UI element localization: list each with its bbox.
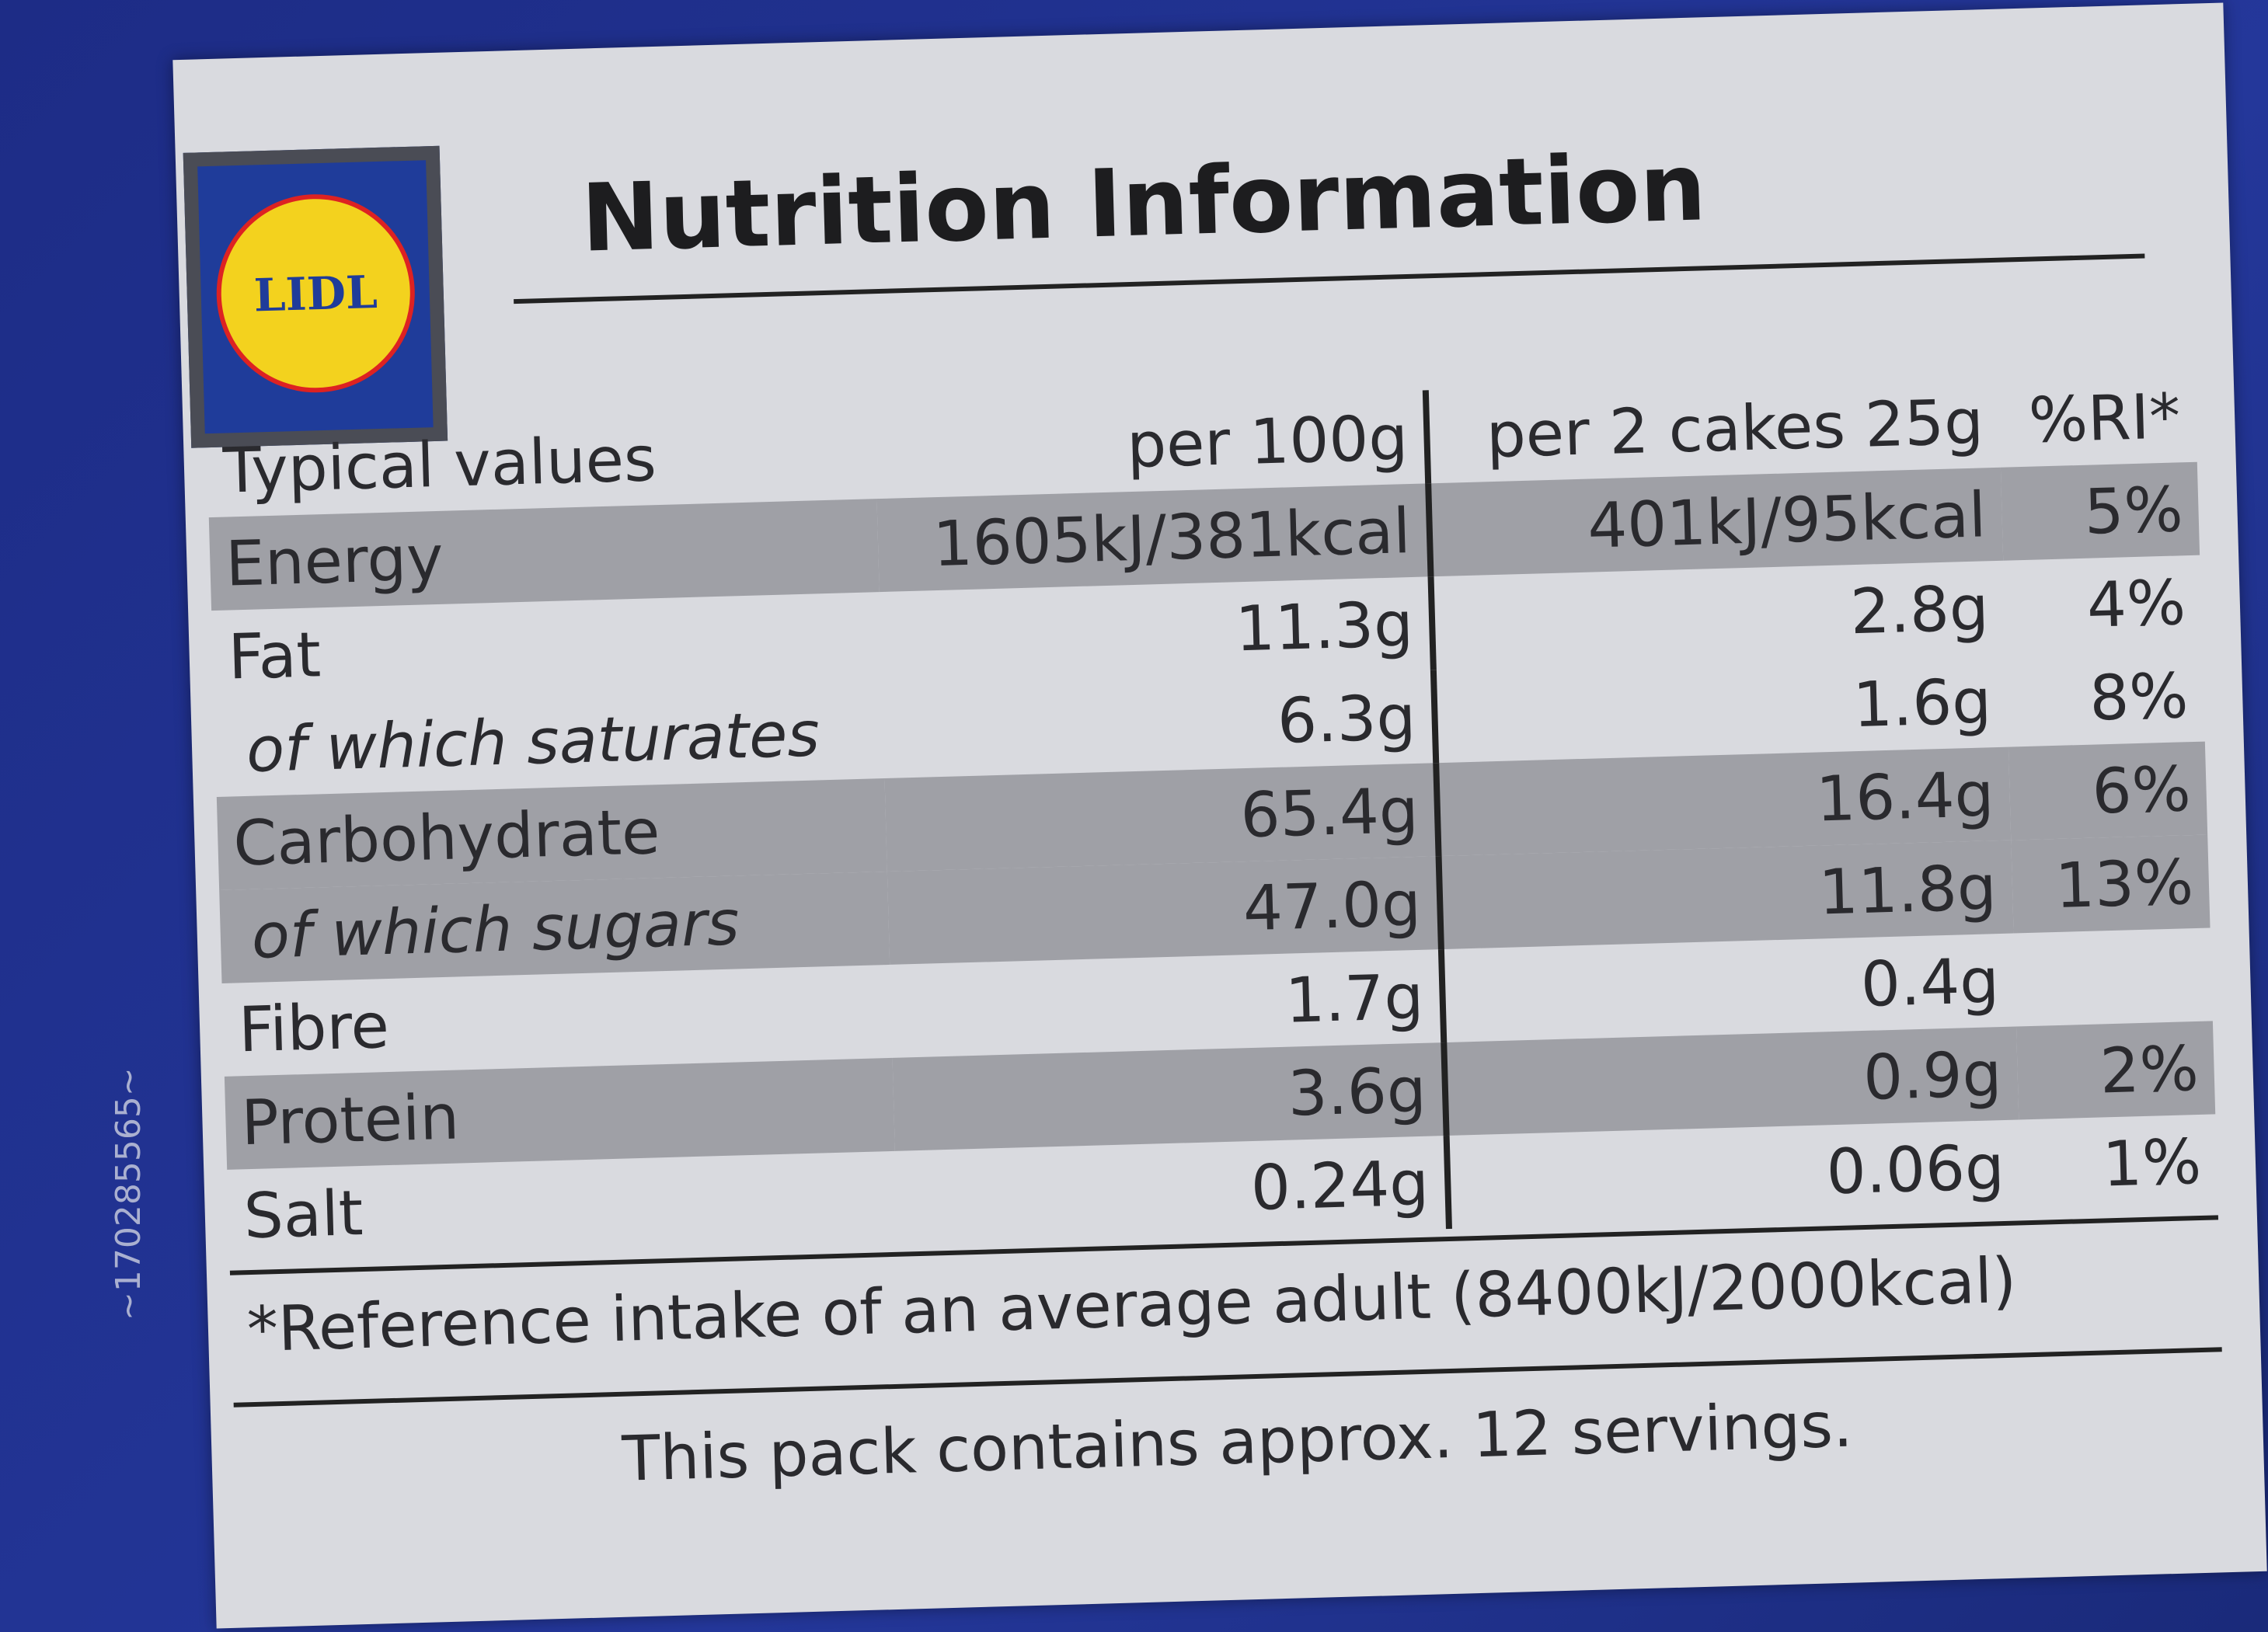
nutrition-table: Typical values per 100g per 2 cakes 25g %RI… (206, 369, 2217, 1263)
nutrient-value: 11.3g (879, 576, 1434, 686)
nutrient-value: 6% (2008, 741, 2208, 840)
nutrient-name: Carbohydrate (216, 778, 887, 890)
nutrient-value: 1605kJ/381kcal (876, 483, 1431, 593)
side-code: ~170285565~ (109, 1067, 148, 1321)
nutrient-value (2013, 927, 2213, 1026)
nutrition-label: LIDL Nutrition Information Typical value… (172, 2, 2267, 1629)
nutrient-name: of which sugars (219, 871, 890, 983)
nutrient-name: Salt (242, 1176, 364, 1252)
column-header: per 2 cakes 25g (1485, 385, 1985, 472)
nutrient-value: 0.06g (1825, 1130, 2005, 1208)
logo-text: LIDL (253, 265, 378, 322)
nutrient-value: 2% (2015, 1021, 2216, 1120)
column-header: per 100g (873, 390, 1428, 499)
nutrient-value: 65.4g (884, 763, 1439, 872)
nutrient-value: 5% (2000, 461, 2200, 561)
nutrient-name: Fat (227, 618, 322, 694)
nutrient-name: Energy (208, 499, 880, 611)
title: Nutrition Information (580, 134, 1708, 273)
nutrient-value: 401kJ/95kcal (1427, 467, 2003, 577)
nutrient-value: 0.9g (1443, 1026, 2019, 1136)
nutrient-value: 1% (2101, 1125, 2203, 1200)
nutrient-value: 47.0g (887, 856, 1441, 965)
logo-circle: LIDL (214, 191, 418, 395)
nutrient-value: 6.3g (881, 670, 1436, 779)
nutrient-name: Fibre (237, 989, 390, 1066)
nutrient-value: 3.6g (892, 1042, 1447, 1151)
nutrient-name: Protein (224, 1057, 895, 1170)
nutrient-value: 8% (2088, 659, 2190, 735)
nutrient-value: 13% (2010, 834, 2211, 934)
nutrient-value: 2.8g (1849, 571, 1990, 648)
nutrient-value: 4% (2085, 565, 2187, 642)
nutrient-value: 11.8g (1438, 840, 2014, 950)
table-body: Typical values per 100g per 2 cakes 25g %RI… (206, 369, 2217, 1263)
nutrient-value: 1.7g (889, 949, 1444, 1058)
logo: LIDL (183, 145, 448, 448)
column-header: %RI* (2027, 379, 2182, 457)
nutrient-value: 1.6g (1852, 664, 1993, 741)
nutrient-value: 16.4g (1435, 746, 2011, 857)
nutrient-name: of which saturates (245, 697, 821, 786)
nutrient-value: 0.24g (894, 1136, 1449, 1244)
column-header: Typical values (221, 422, 657, 507)
nutrient-value: 0.4g (1859, 944, 2001, 1021)
